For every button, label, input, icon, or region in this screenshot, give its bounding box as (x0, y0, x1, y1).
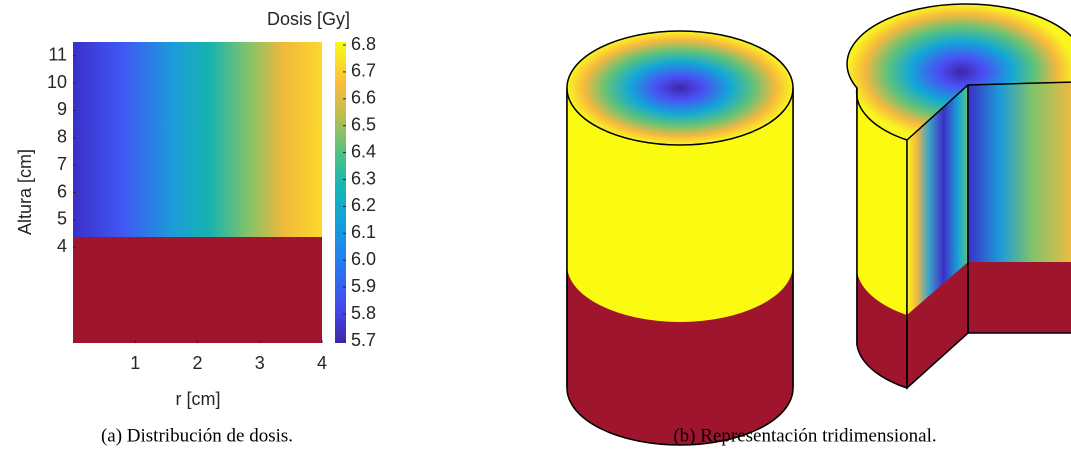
colorbar-label: Dosis [Gy] (267, 9, 350, 29)
cylinder-body (567, 88, 793, 322)
y-tick-label: 11 (48, 44, 67, 64)
x-tick-label: 1 (130, 353, 140, 373)
colorbar-tick-label: 5.9 (351, 276, 376, 296)
heatmap-base (73, 237, 322, 343)
panel-a: Altura [cm] r [cm] Dosis [Gy] (a) Distri… (15, 9, 376, 447)
cut-body (856, 88, 907, 315)
panel-b: (b) Representación tridimensional. (566, 3, 1071, 446)
colorbar-tick-label: 6.4 (351, 141, 376, 161)
colorbar-tick-label: 6.8 (351, 34, 376, 54)
colorbar-tick-label: 6.1 (351, 222, 376, 242)
colorbar-tick-label: 6.0 (351, 249, 376, 269)
cylinder-edge (566, 88, 794, 388)
y-tick-label: 6 (57, 181, 67, 201)
colorbar-tick-label: 5.7 (351, 330, 376, 350)
heatmap-dose (73, 42, 322, 237)
y-tick-label: 7 (57, 154, 67, 174)
colorbar-tick-label: 6.3 (351, 168, 376, 188)
colorbar (335, 42, 346, 343)
y-tick-label: 8 (57, 127, 67, 147)
cut-face2 (968, 82, 1071, 262)
y-tick-label: 9 (57, 99, 67, 119)
y-tick-label: 5 (57, 209, 67, 229)
caption: (b) Representación tridimensional. (673, 425, 936, 446)
x-tick-label: 3 (255, 353, 265, 373)
x-axis-label: r [cm] (176, 389, 221, 409)
cut-edge (856, 85, 969, 388)
caption: (a) Distribución de dosis. (101, 425, 293, 446)
colorbar-tick-label: 6.7 (351, 61, 376, 81)
colorbar-tick-label: 5.8 (351, 303, 376, 323)
colorbar-tick-label: 6.6 (351, 88, 376, 108)
y-tick-label: 4 (57, 236, 67, 256)
cylinder-top (566, 30, 794, 146)
x-tick-label: 2 (192, 353, 202, 373)
y-tick-label: 10 (47, 72, 67, 92)
cut-top (846, 3, 1071, 141)
colorbar-tick-label: 6.5 (351, 114, 376, 134)
colorbar-tick-label: 6.2 (351, 195, 376, 215)
x-tick-label: 4 (317, 353, 327, 373)
y-axis-label: Altura [cm] (15, 149, 35, 235)
cut-face (907, 85, 968, 315)
